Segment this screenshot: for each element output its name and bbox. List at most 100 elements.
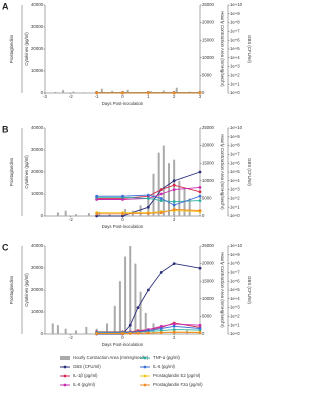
y-tick-label: 20000 bbox=[31, 287, 44, 292]
legend-swatch bbox=[63, 374, 67, 378]
marker bbox=[159, 327, 163, 330]
y2-tick-label: 20000 bbox=[202, 20, 215, 25]
y3-tick-label: 1e+0 bbox=[230, 90, 240, 95]
bar bbox=[144, 312, 147, 334]
legend-swatch bbox=[143, 374, 147, 378]
marker bbox=[172, 179, 176, 183]
marker bbox=[146, 329, 150, 333]
marker bbox=[172, 188, 176, 192]
bar bbox=[82, 92, 85, 93]
marker bbox=[172, 208, 176, 211]
y2-tick-label: 0 bbox=[202, 90, 205, 95]
bar bbox=[139, 205, 142, 216]
y3-tick-label: 1e+1 bbox=[230, 81, 240, 86]
y3-tick-label: 1e+7 bbox=[230, 270, 240, 275]
marker bbox=[146, 205, 150, 209]
marker bbox=[198, 186, 202, 189]
marker bbox=[198, 331, 202, 335]
y-tick-label: 20000 bbox=[31, 46, 44, 51]
line bbox=[96, 210, 201, 214]
y3-tick-label: 1e+2 bbox=[230, 196, 240, 201]
bar bbox=[75, 330, 77, 334]
marker bbox=[121, 198, 124, 201]
y-tick-label: 10000 bbox=[31, 191, 44, 196]
y2-tick-label: 15000 bbox=[202, 37, 215, 42]
marker bbox=[95, 212, 99, 216]
marker bbox=[95, 91, 99, 95]
bar bbox=[54, 91, 57, 93]
marker bbox=[146, 211, 150, 215]
y-tick-label: 0 bbox=[41, 331, 44, 336]
legend-swatch bbox=[143, 365, 147, 369]
x-tick-label: 2 bbox=[173, 335, 176, 340]
y-tick-label: 0 bbox=[41, 90, 44, 95]
y3-tick-label: 1e+0 bbox=[230, 213, 240, 218]
legend-label: GBS (CFU/ml) bbox=[73, 364, 101, 369]
marker bbox=[146, 193, 150, 197]
bar bbox=[134, 263, 137, 334]
y-axis-title: Cytokines (pg/ml) bbox=[24, 273, 29, 307]
y0-axis-title: Prostaglandins bbox=[9, 276, 14, 304]
bar bbox=[106, 323, 108, 334]
y3-tick-label: 1e+5 bbox=[230, 169, 240, 174]
marker bbox=[159, 188, 163, 192]
marker bbox=[159, 211, 163, 215]
y3-tick-label: 1e+1 bbox=[230, 204, 240, 209]
marker bbox=[172, 330, 176, 334]
y3-tick-label: 1e+0 bbox=[230, 331, 240, 336]
line bbox=[96, 208, 201, 215]
x-tick-label: 2 bbox=[173, 217, 176, 222]
bar bbox=[168, 163, 170, 216]
bar bbox=[72, 91, 75, 93]
legend-label: IL-8 (pg/ml) bbox=[73, 382, 96, 387]
legend-swatch bbox=[63, 365, 67, 369]
marker bbox=[172, 183, 176, 187]
x-axis-title: Days Post-inoculation bbox=[102, 342, 144, 347]
marker bbox=[128, 332, 132, 335]
x-tick-label: -2 bbox=[69, 217, 73, 222]
x-tick-label: 3 bbox=[199, 94, 202, 99]
y3-tick-label: 1e+7 bbox=[230, 29, 240, 34]
y3-axis-title: GBS (CFU/ml) bbox=[247, 276, 252, 304]
y2-tick-label: 0 bbox=[202, 331, 205, 336]
bar bbox=[87, 213, 90, 216]
figure: A Prostaglandins Cytokines (pg/ml) Hourly C… bbox=[2, 1, 252, 387]
y3-axis-title: GBS (CFU/ml) bbox=[247, 35, 252, 63]
marker bbox=[146, 288, 150, 292]
legend-label: Prostaglandin E2 (pg/ml) bbox=[153, 373, 201, 378]
legend-label: Hourly Contraction Area (mmHg/sec/hr) bbox=[73, 355, 149, 360]
y-tick-label: 30000 bbox=[31, 265, 44, 270]
y0-axis-title: Prostaglandins bbox=[9, 35, 14, 63]
bar bbox=[157, 152, 160, 216]
y3-tick-label: 1e+10 bbox=[230, 125, 243, 130]
legend-label: Prostaglandin F2α (pg/ml) bbox=[153, 382, 203, 387]
marker bbox=[159, 271, 163, 274]
y3-tick-label: 1e+3 bbox=[230, 64, 240, 69]
marker bbox=[198, 327, 202, 330]
x-tick-label: -2 bbox=[69, 94, 73, 99]
y2-tick-label: 25000 bbox=[202, 125, 215, 130]
y2-tick-label: 15000 bbox=[202, 278, 215, 283]
marker bbox=[136, 331, 140, 335]
bar bbox=[147, 194, 150, 216]
marker bbox=[172, 322, 176, 326]
y3-tick-label: 1e+4 bbox=[230, 178, 240, 183]
bar bbox=[56, 212, 59, 216]
y2-tick-label: 5000 bbox=[202, 314, 212, 319]
y3-tick-label: 1e+6 bbox=[230, 160, 240, 165]
line bbox=[96, 263, 201, 335]
x-tick-label: -1 bbox=[95, 94, 99, 99]
marker bbox=[121, 214, 124, 218]
y-axis-title: Cytokines (pg/ml) bbox=[24, 155, 29, 189]
x-axis-title: Days Post-inoculation bbox=[102, 224, 144, 229]
bar bbox=[51, 323, 54, 334]
marker bbox=[128, 323, 132, 327]
marker bbox=[146, 91, 150, 95]
x-axis-title: Days Post-inoculation bbox=[102, 101, 144, 106]
y3-tick-label: 1e+7 bbox=[230, 152, 240, 157]
bar bbox=[118, 281, 121, 334]
x-tick-label: -3 bbox=[43, 94, 47, 99]
bar bbox=[139, 291, 142, 334]
y-tick-label: 30000 bbox=[31, 147, 44, 152]
y3-tick-label: 1e+4 bbox=[230, 296, 240, 301]
